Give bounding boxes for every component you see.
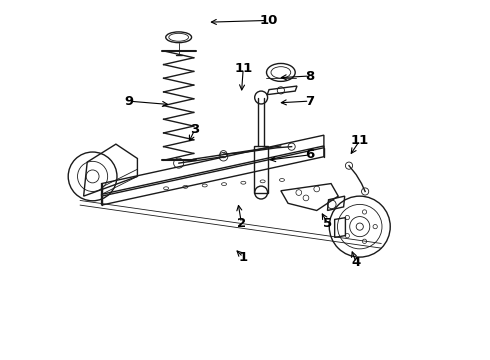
- Text: 1: 1: [239, 251, 248, 264]
- Text: 5: 5: [323, 216, 332, 230]
- Text: 4: 4: [351, 256, 361, 269]
- Text: 2: 2: [237, 216, 246, 230]
- Text: 10: 10: [259, 14, 277, 27]
- Text: 8: 8: [305, 69, 314, 82]
- Text: 7: 7: [305, 95, 314, 108]
- Text: 3: 3: [190, 123, 199, 136]
- Text: 6: 6: [305, 148, 314, 161]
- Text: 11: 11: [234, 62, 252, 75]
- Text: 11: 11: [351, 134, 369, 147]
- Text: 9: 9: [124, 95, 133, 108]
